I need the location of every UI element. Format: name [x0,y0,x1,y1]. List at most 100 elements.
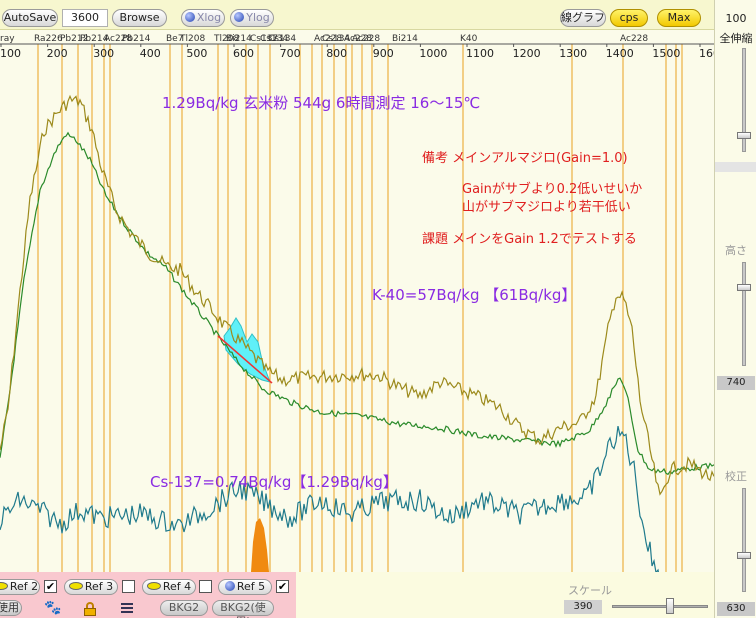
eye-icon [146,582,161,590]
nuclide-label: Ac228 [620,34,648,44]
ref4-checkbox[interactable] [199,580,212,593]
x-tick-label: 300 [93,47,114,60]
x-tick-label: 400 [140,47,161,60]
note-line-2: 山がサブマジロより若干低い [462,199,631,215]
toolbar: AutoSave 3600 Browse Xlog Ylog 線グラフ cps … [0,0,756,30]
line-graph-button[interactable]: 線グラフ [560,9,606,27]
cs137-baseline [217,335,273,384]
spectrum-svg: 100 200 300 400 500 600 700 800 900 1000 1100 1200 1… [0,34,714,572]
ref5-checkbox[interactable]: ✔ [276,580,289,593]
x-tick-label: 1200 [513,47,541,60]
cs137-result: Cs-137=0.74Bq/kg【1.29Bq/kg】 [150,473,398,491]
calibration-value: 630 [717,602,755,616]
main-spectrum-line [0,94,714,496]
nuclide-label: Be7 [166,34,183,44]
scale-controls: スケール 390 [296,572,714,618]
nuclide-label: Pb212 [60,34,88,44]
ref2-button[interactable]: Ref 2 [0,579,40,595]
calibration-slider-thumb[interactable] [737,552,751,559]
x-tick-label: 600 [233,47,254,60]
list-icon[interactable] [120,600,134,616]
nuclide-label: ray [0,34,15,44]
k40-result: K-40=57Bq/kg 【61Bq/kg】 [372,286,576,304]
lock-icon[interactable] [84,602,96,616]
bkg2-button[interactable]: BKG2 [160,600,208,616]
x-tick-label: 500 [186,47,207,60]
nuclide-label: Ac228 [344,34,372,44]
x-tick-label: 1400 [606,47,634,60]
spectrum-title: 1.29Bq/kg 玄米粉 544g 6時間測定 16〜15℃ [162,94,480,112]
nuclide-label: Cs134 [268,34,296,44]
nuclide-label: Bi214 [392,34,418,44]
x-tick-label: 1000 [419,47,447,60]
height-slider-track[interactable] [742,262,746,366]
nuclide-label: Cs134 [260,34,288,44]
bkg2-use-button[interactable]: BKG2(使用) [212,600,274,618]
nuclide-label: Tl208 [179,34,205,44]
note-head: 備考 メインアルマジロ(Gain=1.0) [422,150,628,166]
ref2-checkbox[interactable]: ✔ [44,580,57,593]
paw-icon[interactable]: 🐾 [44,600,62,616]
x-tick-label: 700 [280,47,301,60]
xlog-label: Xlog [196,11,222,24]
measure-time-field[interactable]: 3600 [62,9,108,27]
difference-spectrum-line [0,425,659,572]
ylog-button[interactable]: Ylog [230,9,274,27]
calibration-label: 校正 [725,470,747,483]
ref3-button[interactable]: Ref 3 [64,579,118,595]
xlog-button[interactable]: Xlog [181,9,225,27]
task-note: 課題 メインをGain 1.2でテストする [422,231,637,247]
nuclide-label: Ac228 [314,34,342,44]
ref4-button[interactable]: Ref 4 [142,579,196,595]
max-button[interactable]: Max [657,9,701,27]
spectrum-plot[interactable]: 100 200 300 400 500 600 700 800 900 1000 1100 1200 1… [0,30,714,572]
nuclide-label: K40 [460,34,478,44]
note-line-1: Gainがサブより0.2低いせいか [462,181,642,197]
bottom-controls: Ref 2 ✔ Ref 3 Ref 4 Ref 5 ✔ 使用 🐾 BKG2 BK… [0,572,714,618]
scale-label: スケール [568,584,612,597]
cps-button[interactable]: cps [610,9,648,27]
x-tick-label: 800 [326,47,347,60]
x-tick-label: 1500 [652,47,680,60]
zoom-slider-track[interactable] [742,48,746,152]
calibration-slider-track[interactable] [742,488,746,592]
ref5-label: Ref 5 [236,580,266,593]
nuclide-label: Cs134 [322,34,350,44]
radio-dot-icon [234,12,245,22]
x-tick-label: 100 [0,47,21,60]
nuclide-label: Ac228 [352,34,380,44]
x-tick-label: 1100 [466,47,494,60]
nuclide-label: Pb214 [122,34,151,44]
radio-dot-icon [184,12,195,22]
browse-button[interactable]: Browse [112,9,167,27]
x-tick-label: 900 [373,47,394,60]
ref3-label: Ref 3 [84,580,114,593]
ref2-label: Ref 2 [9,580,39,593]
height-slider-thumb[interactable] [737,284,751,291]
scale-slider-thumb[interactable] [666,598,674,614]
ref5-button[interactable]: Ref 5 [218,579,272,595]
zoom-slider-thumb[interactable] [737,132,751,139]
ref3-checkbox[interactable] [122,580,135,593]
nuclide-label: Cs137 [250,34,278,44]
ref4-label: Ref 4 [162,580,192,593]
eye-icon [0,582,8,590]
ylog-label: Ylog [246,11,270,24]
x-tick-label: 1600 [699,47,714,60]
height-value: 740 [717,376,755,390]
zoom-separator [715,162,756,172]
scale-slider-track[interactable] [612,605,708,608]
top-value: 100 [725,12,747,25]
reference-controls: Ref 2 ✔ Ref 3 Ref 4 Ref 5 ✔ 使用 🐾 BKG2 BK… [0,572,296,618]
scale-value: 390 [564,600,602,614]
use-button[interactable]: 使用 [0,600,22,616]
autosave-button[interactable]: AutoSave [2,9,58,27]
zoom-label: 全伸縮 [719,32,753,45]
nuclide-label: Pb214 [80,34,109,44]
x-tick-label: 200 [47,47,68,60]
cs137-difference-fill [251,518,269,572]
nuclide-label: Ac228 [104,34,132,44]
height-label: 高さ [725,244,747,257]
x-tick-label: 1300 [559,47,587,60]
